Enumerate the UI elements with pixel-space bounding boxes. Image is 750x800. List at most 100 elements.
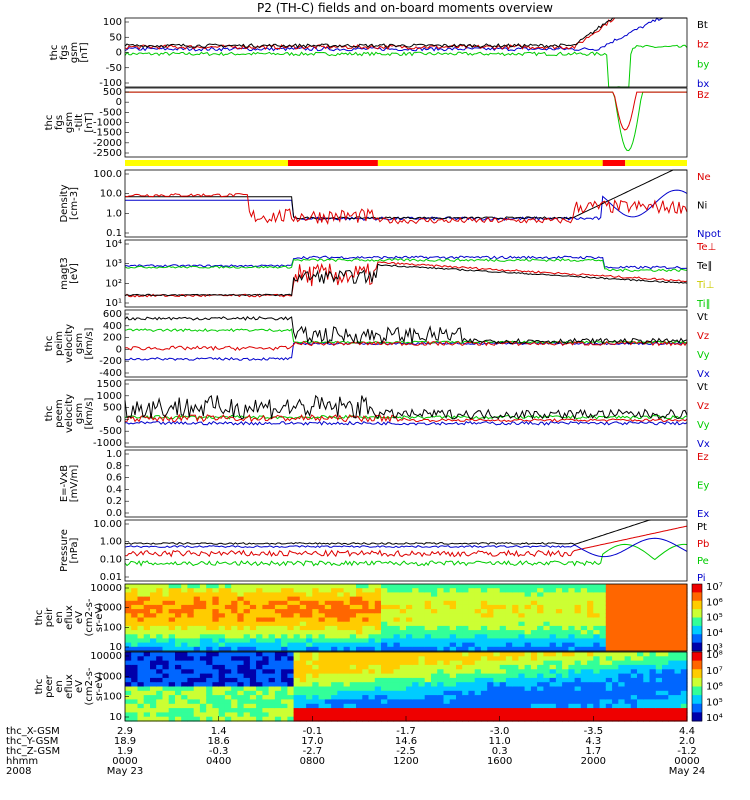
spectrogram-cell [143, 584, 151, 589]
spectrogram-cell [243, 664, 251, 670]
legend-entry: Bz [697, 90, 709, 101]
spectrogram-cell [256, 682, 263, 688]
spectrogram-cell [587, 686, 594, 692]
spectrogram-cell [293, 596, 301, 602]
spectrogram-cell [374, 617, 382, 623]
spectrogram-cell [324, 625, 332, 631]
spectrogram-cell [131, 682, 138, 688]
y-axis-label: en [54, 680, 65, 693]
spectrogram-cell [424, 695, 432, 700]
spectrogram-cell [256, 652, 263, 657]
spectrogram-cell [543, 682, 551, 688]
spectrogram-cell [499, 613, 507, 619]
spectrogram-cell [381, 716, 388, 722]
spectrogram-cell [318, 592, 326, 598]
spectrogram-cell [175, 669, 182, 675]
ephemeris-value: 0000 [112, 756, 137, 767]
y-tick-label: 10.00 [93, 519, 122, 530]
spectrogram-cell [662, 716, 669, 722]
spectrogram-cell [181, 708, 188, 713]
spectrogram-cell [393, 642, 401, 648]
spectrogram-cell [249, 660, 257, 666]
spectrogram-cell [393, 617, 401, 623]
spectrogram-cell [312, 588, 320, 593]
spectrogram-cell [399, 642, 407, 648]
spectrogram-cell [318, 596, 326, 602]
spectrogram-cell [324, 634, 332, 640]
y-tick-label: 100 [103, 622, 122, 633]
spectrogram-cell [274, 642, 282, 648]
spectrogram-cell [474, 634, 482, 640]
spectrogram-cell [487, 669, 494, 675]
spectrogram-cell [649, 652, 657, 657]
spectrogram-cell [555, 638, 563, 644]
y-axis-label: fgs [54, 115, 65, 130]
spectrogram-cell [150, 596, 157, 602]
spectrogram-cell [437, 699, 444, 705]
spectrogram-cell [655, 621, 663, 627]
spectrogram-cell [456, 660, 463, 666]
spectrogram-cell [424, 682, 432, 688]
spectrogram-cell [349, 592, 357, 598]
spectrogram-cell [293, 686, 301, 692]
spectrogram-cell [593, 630, 601, 635]
y-axis-label: [nPa] [69, 537, 80, 563]
spectrogram-cell [331, 625, 338, 631]
spectrogram-cell [493, 646, 501, 652]
spectrogram-cell [580, 584, 588, 589]
y-axis-label: eflux [64, 674, 75, 699]
spectrogram-cell [224, 686, 232, 692]
series-line [124, 525, 688, 558]
spectrogram-cell [318, 660, 326, 666]
spectrogram-cell [156, 609, 163, 614]
spectrogram-cell [187, 699, 195, 705]
spectrogram-cell [224, 656, 232, 662]
spectrogram-cell [480, 588, 488, 593]
spectrogram-cell [655, 660, 663, 666]
colorbar-label: 10⁶ [706, 597, 723, 608]
spectrogram-cell [649, 695, 657, 700]
spectrogram-cell [199, 638, 207, 644]
spectrogram-cell [462, 652, 469, 657]
spectrogram-cell [318, 638, 326, 644]
y-tick-label: 1.00 [100, 537, 122, 548]
spectrogram-cell [237, 613, 245, 619]
spectrogram-cell [637, 625, 644, 631]
spectrogram-cell [562, 625, 569, 631]
spectrogram-cell [356, 652, 363, 657]
spectrogram-cell [349, 708, 357, 713]
spectrogram-cell [580, 669, 588, 675]
spectrogram-cell [530, 638, 538, 644]
spectrogram-cell [356, 600, 363, 606]
spectrogram-cell [680, 600, 688, 606]
spectrogram-cell [624, 634, 632, 640]
spectrogram-cell [580, 600, 588, 606]
spectrogram-cell [331, 695, 338, 700]
spectrogram-cell [424, 652, 432, 657]
spectrogram-cell [456, 604, 463, 610]
panel-frame [124, 169, 688, 238]
spectrogram-cell [643, 660, 651, 666]
spectrogram-cell [193, 596, 201, 602]
spectrogram-cell [193, 584, 201, 589]
spectrogram-cell [487, 621, 494, 627]
spectrogram-cell [674, 625, 682, 631]
spectrogram-cell [131, 686, 138, 692]
spectrogram-cell [312, 686, 320, 692]
spectrogram-cell [256, 638, 263, 644]
spectrogram-cell [680, 646, 688, 652]
spectrogram-cell [605, 660, 613, 666]
spectrogram-cell [381, 621, 388, 627]
spectrogram-cell [399, 656, 407, 662]
spectrogram-cell [268, 634, 276, 640]
ephemeris-value: -0.3 [209, 746, 229, 757]
spectrogram-cell [168, 682, 176, 688]
spectrogram-cell [125, 588, 132, 593]
spectrogram-cell [562, 686, 569, 692]
spectrogram-cell [412, 716, 419, 722]
spectrogram-cell [406, 699, 413, 705]
y-tick-label: 100 [103, 17, 122, 28]
spectrogram-cell [231, 588, 238, 593]
spectrogram-cell [449, 588, 457, 593]
spectrogram-cell [437, 708, 444, 713]
